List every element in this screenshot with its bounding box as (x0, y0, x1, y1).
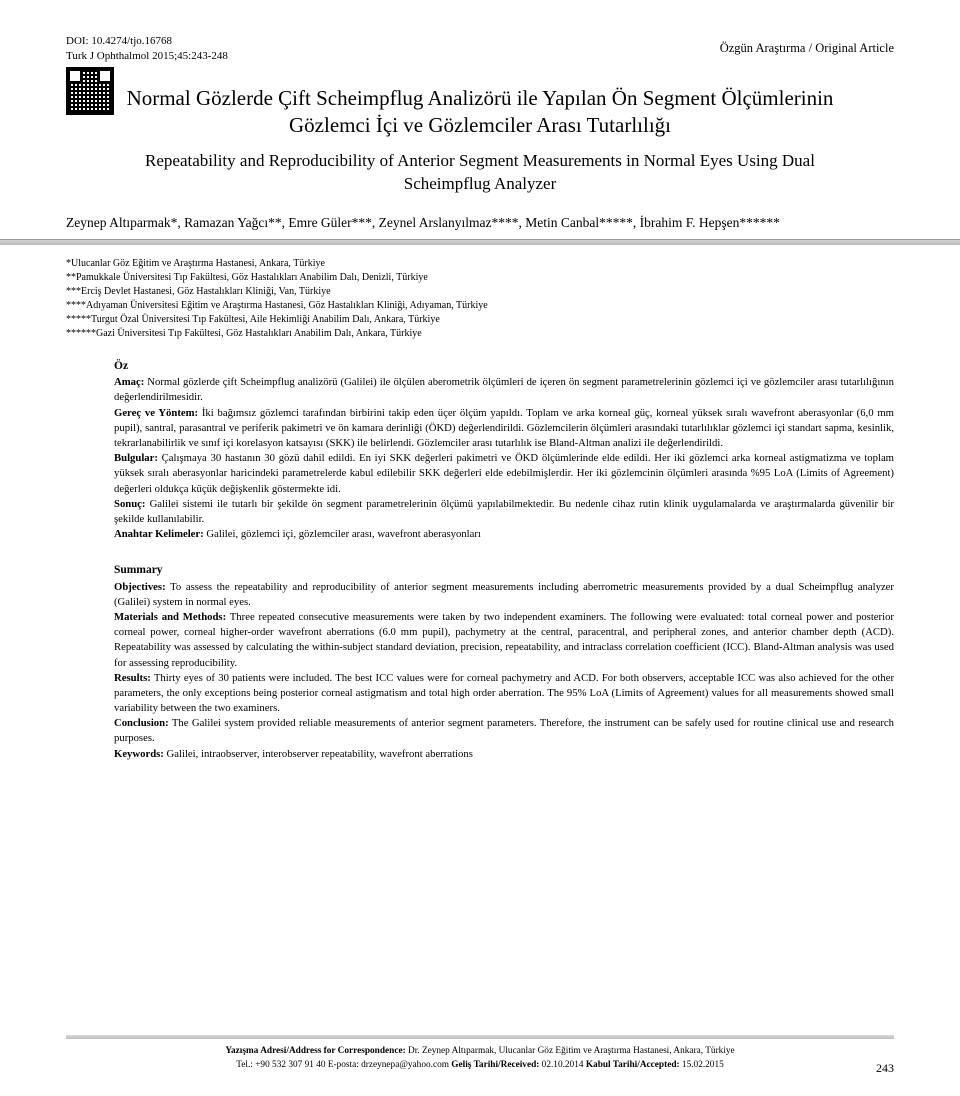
summary-heading: Summary (114, 562, 894, 578)
correspondence-label: Yazışma Adresi/Address for Correspondenc… (225, 1046, 405, 1056)
affiliation: ****Adıyaman Üniversitesi Eğitim ve Araş… (66, 299, 894, 313)
amac-text: Normal gözlerde çift Scheimpflug analizö… (114, 376, 894, 403)
received-date: 02.10.2014 (539, 1060, 585, 1070)
accepted-label: Kabul Tarihi/Accepted: (586, 1060, 680, 1070)
methods-text: Three repeated consecutive measurements … (114, 611, 894, 669)
keywords-en-label: Keywords: (114, 748, 164, 760)
affiliation: ******Gazi Üniversitesi Tıp Fakültesi, G… (66, 327, 894, 341)
bulgular-label: Bulgular: (114, 452, 158, 464)
article-type: Özgün Araştırma / Original Article (720, 34, 894, 56)
divider-bar (0, 239, 960, 245)
affiliations: *Ulucanlar Göz Eğitim ve Araştırma Hasta… (66, 257, 894, 341)
sonuc-text: Galilei sistemi ile tutarlı bir şekilde … (114, 498, 894, 525)
objectives-label: Objectives: (114, 581, 166, 593)
keywords-en: Galilei, intraobserver, interobserver re… (164, 748, 473, 760)
footer-divider (66, 1035, 894, 1039)
title-block: Normal Gözlerde Çift Scheimpflug Analizö… (66, 85, 894, 196)
results-text: Thirty eyes of 30 patients were included… (114, 672, 894, 714)
affiliation: *****Turgut Özal Üniversitesi Tıp Fakült… (66, 313, 894, 327)
title-turkish: Normal Gözlerde Çift Scheimpflug Analizö… (126, 85, 834, 140)
conclusion-text: The Galilei system provided reliable mea… (114, 717, 894, 744)
correspondence-line1: Dr. Zeynep Altıparmak, Ulucanlar Göz Eği… (406, 1046, 735, 1056)
qr-code-icon (66, 67, 114, 115)
title-english: Repeatability and Reproducibility of Ant… (126, 150, 834, 196)
doi-line: DOI: 10.4274/tjo.16768 (66, 34, 228, 49)
doi-block: DOI: 10.4274/tjo.16768 Turk J Ophthalmol… (66, 34, 228, 64)
amac-label: Amaç: (114, 376, 144, 388)
received-label: Geliş Tarihi/Received: (451, 1060, 539, 1070)
page-number: 243 (876, 1061, 894, 1076)
journal-ref: Turk J Ophthalmol 2015;45:243-248 (66, 49, 228, 64)
keywords-tr: Galilei, gözlemci içi, gözlemciler arası… (204, 528, 481, 540)
affiliation: ***Erciş Devlet Hastanesi, Göz Hastalıkl… (66, 285, 894, 299)
sonuc-label: Sonuç: (114, 498, 145, 510)
bulgular-text: Çalışmaya 30 hastanın 30 gözü dahil edil… (114, 452, 894, 494)
conclusion-label: Conclusion: (114, 717, 169, 729)
objectives-text: To assess the repeatability and reproduc… (114, 581, 894, 608)
methods-label: Materials and Methods: (114, 611, 226, 623)
keywords-tr-label: Anahtar Kelimeler: (114, 528, 204, 540)
affiliation: *Ulucanlar Göz Eğitim ve Araştırma Hasta… (66, 257, 894, 271)
summary-abstract: Summary Objectives: To assess the repeat… (114, 562, 894, 762)
affiliation: **Pamukkale Üniversitesi Tıp Fakültesi, … (66, 271, 894, 285)
page-footer: Yazışma Adresi/Address for Correspondenc… (66, 1035, 894, 1072)
oz-abstract: Öz Amaç: Normal gözlerde çift Scheimpflu… (114, 358, 894, 542)
results-label: Results: (114, 672, 151, 684)
correspondence-block: Yazışma Adresi/Address for Correspondenc… (66, 1045, 894, 1072)
correspondence-contact: Tel.: +90 532 307 91 40 E-posta: drzeyne… (236, 1060, 451, 1070)
authors-line: Zeynep Altıparmak*, Ramazan Yağcı**, Emr… (66, 214, 894, 233)
gerec-text: İki bağımsız gözlemci tarafından birbiri… (114, 407, 894, 449)
accepted-date: 15.02.2015 (680, 1060, 724, 1070)
oz-heading: Öz (114, 358, 894, 374)
gerec-label: Gereç ve Yöntem: (114, 407, 198, 419)
